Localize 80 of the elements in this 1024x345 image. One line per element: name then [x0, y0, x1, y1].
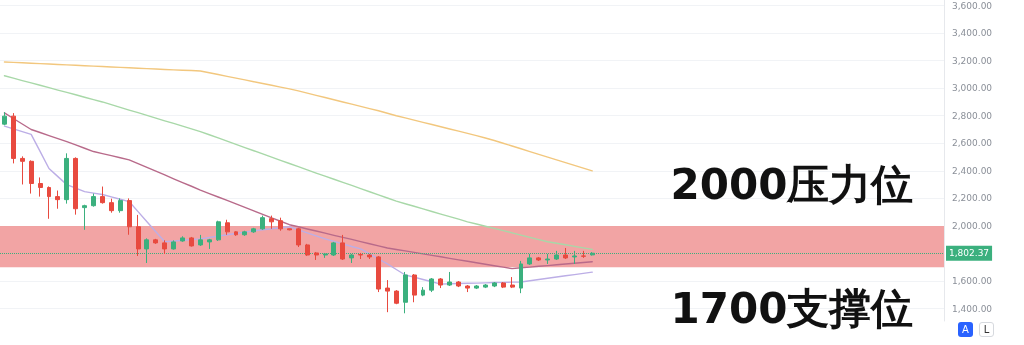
candlestick	[376, 255, 381, 293]
candlestick	[358, 252, 363, 260]
candlestick	[162, 239, 167, 255]
candlestick	[563, 247, 568, 260]
candlestick	[91, 193, 96, 208]
candlestick	[171, 239, 176, 251]
candlestick	[456, 280, 461, 288]
ref-line-label: 1,802.37	[949, 248, 990, 259]
candlestick	[340, 234, 345, 261]
toggle-button: A	[958, 322, 973, 337]
candlestick	[242, 230, 247, 237]
y-tick-label: 1,400.00	[952, 303, 993, 314]
candlestick	[278, 217, 283, 232]
line-series	[3, 61, 593, 172]
candlestick	[385, 279, 390, 313]
candlestick	[421, 286, 425, 297]
candlestick	[447, 271, 452, 287]
candlestick	[55, 190, 60, 210]
candlestick	[269, 215, 274, 230]
candlestick	[73, 156, 78, 216]
candlestick	[519, 260, 523, 294]
candlestick	[189, 236, 194, 248]
candlestick	[136, 214, 141, 257]
y-tick-label: 3,000.00	[952, 83, 993, 94]
annotation: 1700支撑位	[670, 283, 914, 333]
y-tick-label: 2,800.00	[952, 110, 993, 121]
candlestick	[109, 198, 114, 214]
y-tick-label: 3,600.00	[952, 0, 993, 11]
y-tick-label: 1,600.00	[952, 276, 993, 287]
y-tick-label: 3,400.00	[952, 28, 993, 39]
candlestick	[305, 243, 310, 257]
candlestick	[225, 219, 230, 236]
candlestick	[198, 234, 203, 247]
candlestick	[510, 276, 515, 289]
candlestick	[29, 159, 34, 195]
candlestick	[545, 253, 550, 265]
candlestick	[260, 215, 265, 231]
candlestick	[501, 281, 506, 289]
y-tick-label: 2,400.00	[952, 165, 993, 176]
candlestick	[527, 253, 532, 266]
candlestick	[403, 271, 408, 314]
candlestick	[118, 197, 123, 214]
candlestick	[492, 281, 497, 288]
line-series	[3, 125, 593, 285]
candlestick	[11, 112, 16, 164]
candlestick	[234, 230, 238, 237]
candlestick	[2, 111, 7, 126]
annotation: 2000压力位	[670, 160, 914, 210]
y-tick-label: 3,200.00	[952, 55, 993, 66]
candlestick	[412, 273, 417, 303]
toggle-button: L	[979, 322, 994, 337]
candlestick	[180, 235, 185, 243]
candlestick	[581, 250, 586, 259]
y-tick-label: 2,200.00	[952, 193, 993, 204]
candlestick	[536, 256, 541, 262]
candlestick	[38, 176, 43, 198]
candlestick	[82, 204, 87, 231]
candlestick	[483, 283, 488, 289]
candlestick	[47, 185, 51, 220]
candlestick	[207, 238, 212, 250]
candlestick	[216, 220, 221, 242]
candlestick	[127, 197, 132, 236]
candlestick	[153, 238, 158, 245]
candlestick	[64, 152, 69, 205]
candlestick	[367, 253, 372, 260]
candlestick	[20, 155, 25, 185]
line-series	[3, 112, 593, 270]
candlestick	[474, 284, 479, 290]
candlestick	[296, 227, 301, 248]
candlestick	[438, 277, 443, 289]
candlestick	[394, 289, 399, 305]
y-tick-label: 2,000.00	[952, 220, 993, 231]
candlestick	[251, 227, 256, 234]
candlestick	[314, 251, 319, 261]
candlestick	[429, 277, 434, 293]
candlestick	[465, 284, 470, 293]
line-series	[3, 75, 593, 251]
candlestick	[287, 228, 292, 231]
candlestick	[100, 186, 105, 205]
y-tick-label: 2,600.00	[952, 138, 993, 149]
